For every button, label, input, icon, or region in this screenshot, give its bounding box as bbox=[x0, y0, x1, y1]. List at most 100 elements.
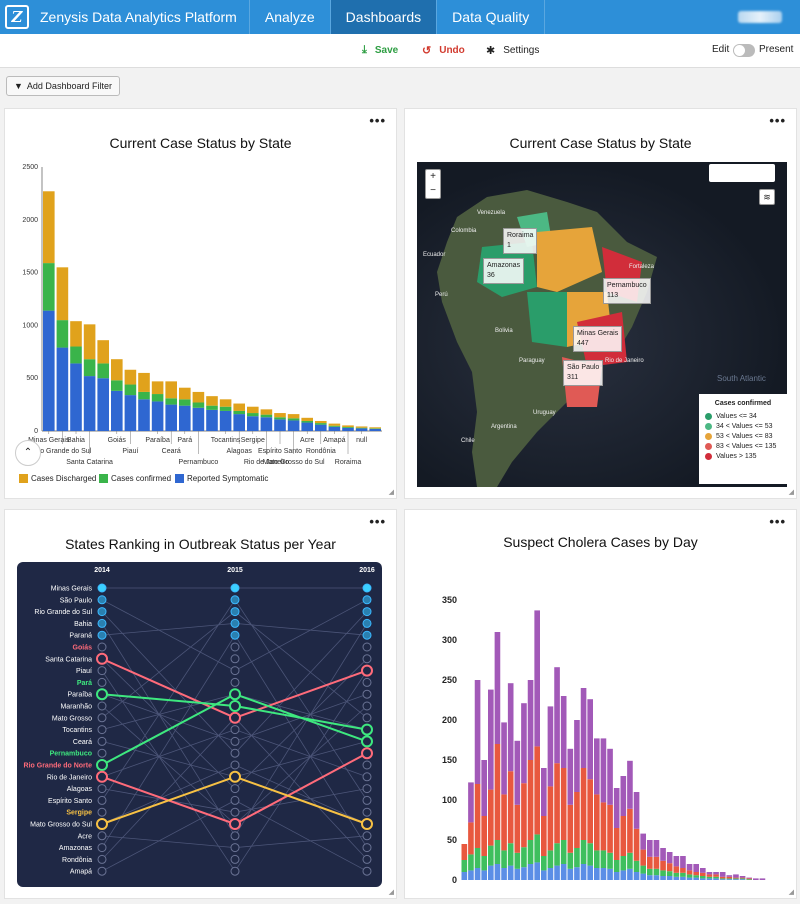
more-options-icon[interactable]: ••• bbox=[369, 113, 386, 128]
bar-segment bbox=[342, 426, 354, 428]
bar-segment bbox=[600, 850, 607, 868]
chevron-up-icon[interactable]: ⌃ bbox=[15, 440, 41, 466]
map-search-box[interactable] bbox=[709, 164, 775, 182]
state-label: Rondônia bbox=[62, 857, 92, 864]
x-tick-label: Rio Grande do Sul bbox=[34, 448, 92, 455]
bar-segment bbox=[653, 868, 660, 876]
dashboard-toolbar: ⤓ Save ↺ Undo ✱ Settings Edit Present bbox=[0, 34, 800, 68]
x-tick-label: Alagoas bbox=[227, 448, 253, 455]
bar-segment bbox=[494, 840, 501, 864]
bar-segment bbox=[660, 860, 666, 871]
bar-segment bbox=[726, 878, 733, 880]
rank-dot bbox=[230, 642, 240, 652]
bar-segment bbox=[547, 706, 554, 787]
bar-segment bbox=[680, 868, 686, 873]
bar-segment bbox=[219, 410, 232, 431]
bar-segment bbox=[541, 856, 547, 871]
settings-button[interactable]: ✱ Settings bbox=[486, 44, 539, 57]
bar-segment bbox=[315, 424, 327, 431]
bar-segment bbox=[600, 738, 607, 803]
rank-line bbox=[101, 611, 236, 754]
nav-dashboards[interactable]: Dashboards bbox=[330, 0, 438, 34]
rank-dot bbox=[97, 831, 107, 841]
bar-segment bbox=[693, 877, 699, 880]
rank-dot bbox=[362, 760, 372, 770]
state-label: Piauí bbox=[76, 668, 92, 675]
cholera-bar-chart: 0 50 100 150 200 250 300 350 bbox=[442, 595, 766, 885]
tooltip-name: Roraima bbox=[507, 232, 534, 239]
bar-segment bbox=[501, 850, 507, 868]
rank-dot bbox=[97, 843, 107, 853]
map-label: Argentina bbox=[491, 424, 517, 430]
bar-segment bbox=[574, 720, 580, 792]
x-tick-label: Ceará bbox=[162, 448, 181, 455]
undo-label: Undo bbox=[439, 45, 465, 56]
bar-segment bbox=[627, 868, 633, 880]
nav-analyze[interactable]: Analyze bbox=[250, 0, 331, 34]
highlight-dot bbox=[361, 818, 373, 830]
choropleth-map[interactable]: + − ≋ Roraima 1 Amazonas 36 Pernambuco 113 M… bbox=[417, 162, 787, 487]
legend-label: Reported Symptomatic bbox=[187, 474, 269, 483]
bar-segment bbox=[580, 688, 587, 768]
add-dashboard-filter-button[interactable]: ▼ Add Dashboard Filter bbox=[6, 76, 120, 96]
bar-segment bbox=[746, 879, 752, 880]
legend-dot bbox=[705, 423, 712, 430]
nav-data-quality[interactable]: Data Quality bbox=[437, 0, 546, 34]
rank-line bbox=[234, 800, 368, 872]
bar-segment bbox=[647, 840, 653, 857]
bar-segment bbox=[547, 868, 554, 880]
legend-row: Values > 135 bbox=[705, 453, 781, 460]
bar-segment bbox=[541, 870, 547, 880]
rank-dot bbox=[230, 654, 240, 664]
resize-handle[interactable]: ◢ bbox=[788, 889, 794, 896]
more-options-icon[interactable]: ••• bbox=[769, 514, 786, 529]
user-menu[interactable] bbox=[738, 11, 782, 23]
zoom-in-icon[interactable]: + bbox=[430, 171, 436, 182]
resize-handle[interactable]: ◢ bbox=[388, 489, 394, 496]
brand-name[interactable]: Zenysis Data Analytics Platform bbox=[34, 0, 250, 34]
bump-chart: 2014 2015 2016 Minas Gerais São Paulo Rio Gra… bbox=[17, 562, 382, 887]
highlight-line bbox=[101, 693, 236, 707]
rank-dot bbox=[230, 843, 240, 853]
zoom-out-icon[interactable]: − bbox=[430, 185, 436, 196]
bar-segment bbox=[287, 420, 300, 431]
state-label: Bahia bbox=[74, 621, 92, 628]
more-options-icon[interactable]: ••• bbox=[769, 113, 786, 128]
bar-segment bbox=[43, 310, 55, 431]
bar-segment bbox=[633, 860, 640, 872]
bar-segment bbox=[111, 359, 123, 381]
bar-segment bbox=[627, 808, 633, 853]
bar-segment bbox=[521, 703, 527, 784]
map-label: Paraguay bbox=[519, 358, 545, 364]
bar-segment bbox=[673, 876, 680, 880]
save-button[interactable]: ⤓ Save bbox=[362, 44, 398, 57]
resize-handle[interactable]: ◢ bbox=[388, 889, 394, 896]
x-tick-label: Minas Gerais bbox=[28, 437, 70, 444]
rank-dot bbox=[230, 736, 240, 746]
year-label: 2016 bbox=[359, 567, 375, 574]
zoom-control[interactable]: + − bbox=[425, 169, 441, 199]
legend-swatch bbox=[99, 474, 108, 483]
rank-line bbox=[101, 800, 236, 872]
edit-present-toggle[interactable] bbox=[733, 44, 755, 57]
bar-segment bbox=[739, 879, 746, 880]
state-label: Paraná bbox=[69, 633, 92, 640]
more-options-icon[interactable]: ••• bbox=[369, 514, 386, 529]
highlight-line bbox=[101, 775, 236, 825]
state-para bbox=[537, 227, 602, 292]
layers-icon[interactable]: ≋ bbox=[759, 189, 775, 205]
bar-segment bbox=[514, 868, 521, 880]
bar-segment bbox=[206, 405, 218, 410]
y-tick-label: 1500 bbox=[22, 270, 38, 277]
bar-segment bbox=[673, 866, 680, 873]
x-tick-label: Tocantins bbox=[211, 437, 241, 444]
bar-segment bbox=[686, 864, 693, 871]
zenysis-logo[interactable]: Z bbox=[0, 0, 34, 34]
state-label: Paraíba bbox=[67, 692, 92, 699]
map-tooltip: Minas Gerais 447 bbox=[573, 326, 623, 352]
undo-button[interactable]: ↺ Undo bbox=[422, 44, 465, 57]
resize-handle[interactable]: ◢ bbox=[788, 489, 794, 496]
rank-dot bbox=[362, 701, 372, 711]
highlight-line bbox=[101, 693, 236, 766]
legend-confirmed: Cases confirmed bbox=[99, 474, 171, 483]
